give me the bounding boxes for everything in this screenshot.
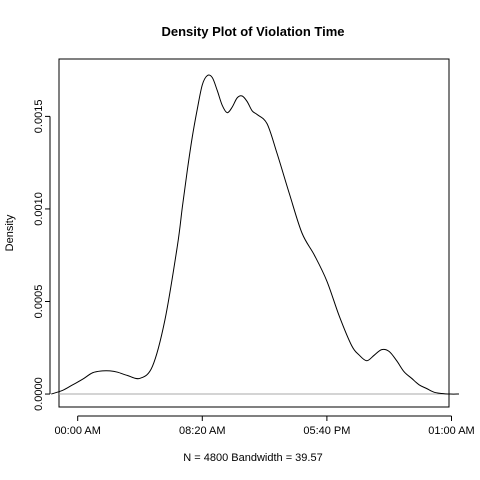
x-tick-label: 05:40 PM — [303, 425, 350, 437]
x-tick-label: 00:00 AM — [54, 425, 100, 437]
y-tick-label: 0.0015 — [33, 100, 45, 134]
x-axis: 00:00 AM 08:20 AM 05:40 PM 01:00 AM — [54, 415, 475, 437]
density-curve-line — [51, 74, 459, 395]
y-tick-label: 0.0010 — [33, 192, 45, 226]
x-tick-label: 08:20 AM — [179, 425, 225, 437]
y-tick-label: 0.0005 — [33, 285, 45, 319]
y-axis: 0.0000 0.0005 0.0010 0.0015 — [33, 100, 51, 411]
x-tick-label: 01:00 AM — [428, 425, 474, 437]
x-axis-label: N = 4800 Bandwidth = 39.57 — [183, 452, 322, 464]
plot-area — [51, 58, 459, 408]
y-tick-label: 0.0000 — [33, 377, 45, 411]
y-axis-label: Density — [4, 214, 16, 251]
chart-title: Density Plot of Violation Time — [162, 24, 345, 39]
plot-frame — [58, 58, 450, 408]
